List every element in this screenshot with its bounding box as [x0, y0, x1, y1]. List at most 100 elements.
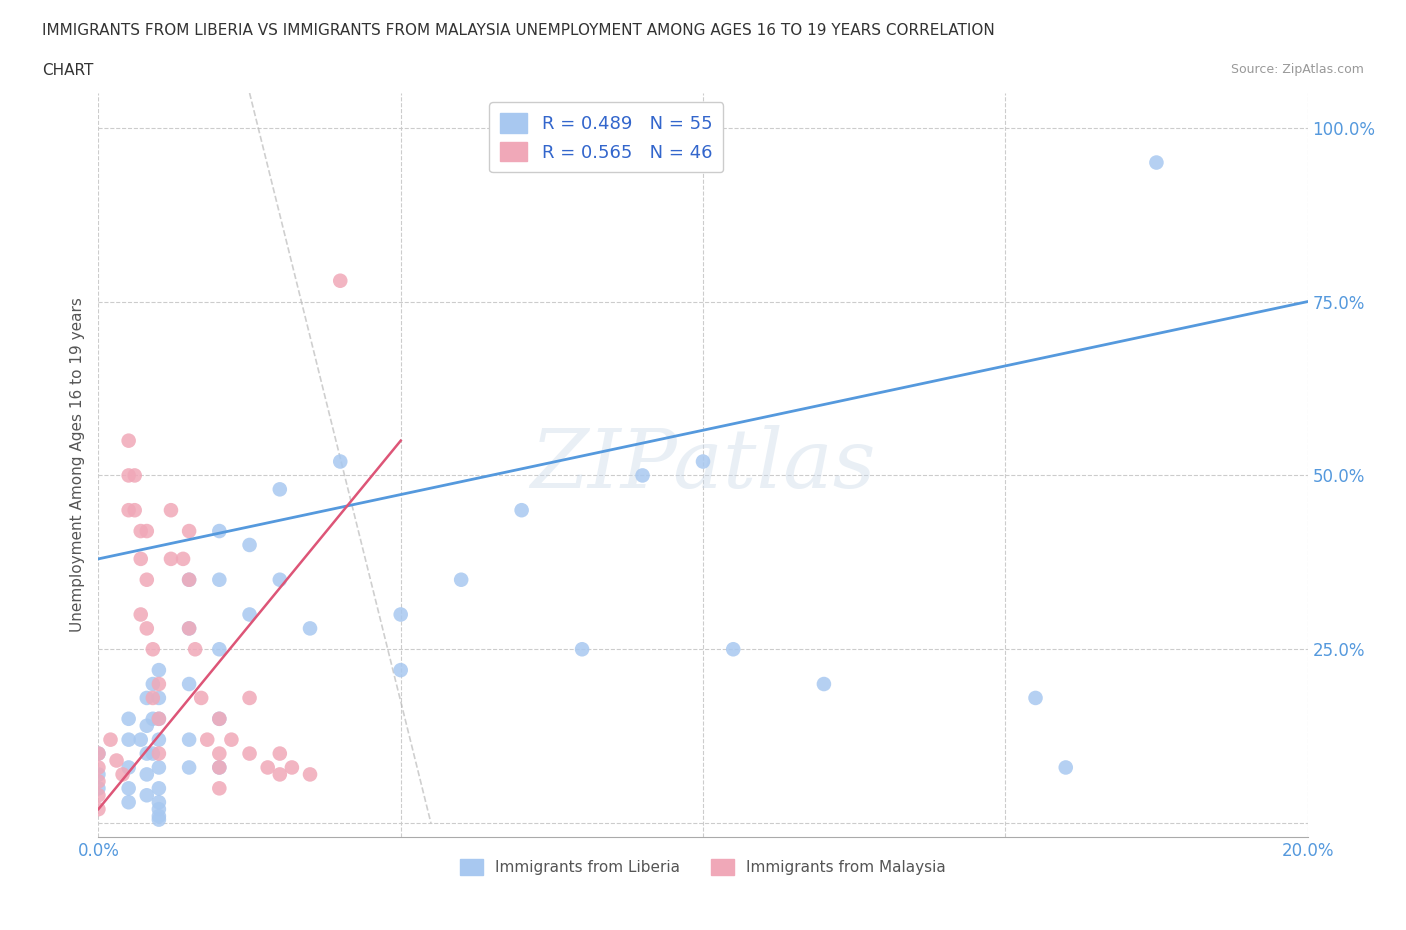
Point — [160, 551, 183, 566]
Point — [87, 746, 110, 761]
Point — [1024, 690, 1046, 705]
Point — [179, 621, 201, 636]
Point — [135, 718, 157, 733]
Point — [281, 760, 304, 775]
Point — [723, 642, 745, 657]
Point — [1054, 760, 1077, 775]
Point — [510, 503, 533, 518]
Point — [118, 503, 141, 518]
Point — [195, 732, 218, 747]
Point — [208, 760, 231, 775]
Point — [135, 621, 157, 636]
Point — [179, 572, 201, 587]
Point — [118, 433, 141, 448]
Point — [299, 621, 322, 636]
Point — [87, 760, 110, 775]
Point — [631, 468, 654, 483]
Point — [105, 753, 128, 768]
Point — [148, 732, 170, 747]
Point — [118, 468, 141, 483]
Point — [118, 732, 141, 747]
Point — [172, 551, 194, 566]
Point — [87, 746, 110, 761]
Point — [389, 607, 412, 622]
Point — [135, 690, 157, 705]
Point — [148, 663, 170, 678]
Point — [87, 781, 110, 796]
Point — [179, 524, 201, 538]
Point — [135, 767, 157, 782]
Point — [256, 760, 278, 775]
Legend: Immigrants from Liberia, Immigrants from Malaysia: Immigrants from Liberia, Immigrants from… — [454, 853, 952, 882]
Point — [208, 711, 231, 726]
Point — [208, 760, 231, 775]
Point — [813, 677, 835, 692]
Text: CHART: CHART — [42, 63, 94, 78]
Point — [148, 711, 170, 726]
Point — [692, 454, 714, 469]
Point — [208, 572, 231, 587]
Point — [87, 774, 110, 789]
Text: ZIPatlas: ZIPatlas — [530, 425, 876, 505]
Point — [148, 781, 170, 796]
Point — [87, 788, 110, 803]
Point — [269, 482, 291, 497]
Point — [118, 781, 141, 796]
Y-axis label: Unemployment Among Ages 16 to 19 years: Unemployment Among Ages 16 to 19 years — [69, 298, 84, 632]
Point — [148, 795, 170, 810]
Point — [389, 663, 412, 678]
Point — [148, 690, 170, 705]
Point — [299, 767, 322, 782]
Point — [118, 795, 141, 810]
Point — [269, 746, 291, 761]
Point — [129, 607, 152, 622]
Point — [179, 572, 201, 587]
Point — [239, 607, 262, 622]
Point — [148, 677, 170, 692]
Point — [100, 732, 122, 747]
Point — [124, 468, 146, 483]
Point — [269, 767, 291, 782]
Point — [148, 802, 170, 817]
Point — [160, 503, 183, 518]
Point — [87, 767, 110, 782]
Point — [208, 781, 231, 796]
Point — [179, 732, 201, 747]
Text: IMMIGRANTS FROM LIBERIA VS IMMIGRANTS FROM MALAYSIA UNEMPLOYMENT AMONG AGES 16 T: IMMIGRANTS FROM LIBERIA VS IMMIGRANTS FR… — [42, 23, 995, 38]
Point — [190, 690, 212, 705]
Point — [129, 551, 152, 566]
Point — [208, 711, 231, 726]
Point — [571, 642, 593, 657]
Point — [269, 572, 291, 587]
Point — [184, 642, 207, 657]
Point — [142, 746, 165, 761]
Point — [129, 732, 152, 747]
Point — [135, 746, 157, 761]
Point — [118, 760, 141, 775]
Point — [142, 677, 165, 692]
Point — [111, 767, 134, 782]
Point — [221, 732, 243, 747]
Point — [148, 812, 170, 827]
Point — [129, 524, 152, 538]
Point — [124, 503, 146, 518]
Point — [208, 524, 231, 538]
Point — [1144, 155, 1167, 170]
Point — [142, 642, 165, 657]
Point — [208, 746, 231, 761]
Point — [148, 760, 170, 775]
Point — [148, 746, 170, 761]
Point — [239, 538, 262, 552]
Text: Source: ZipAtlas.com: Source: ZipAtlas.com — [1230, 63, 1364, 76]
Point — [208, 642, 231, 657]
Point — [329, 454, 352, 469]
Point — [87, 802, 110, 817]
Point — [135, 572, 157, 587]
Point — [148, 809, 170, 824]
Point — [135, 524, 157, 538]
Point — [450, 572, 472, 587]
Point — [142, 690, 165, 705]
Point — [239, 690, 262, 705]
Point — [179, 621, 201, 636]
Point — [142, 711, 165, 726]
